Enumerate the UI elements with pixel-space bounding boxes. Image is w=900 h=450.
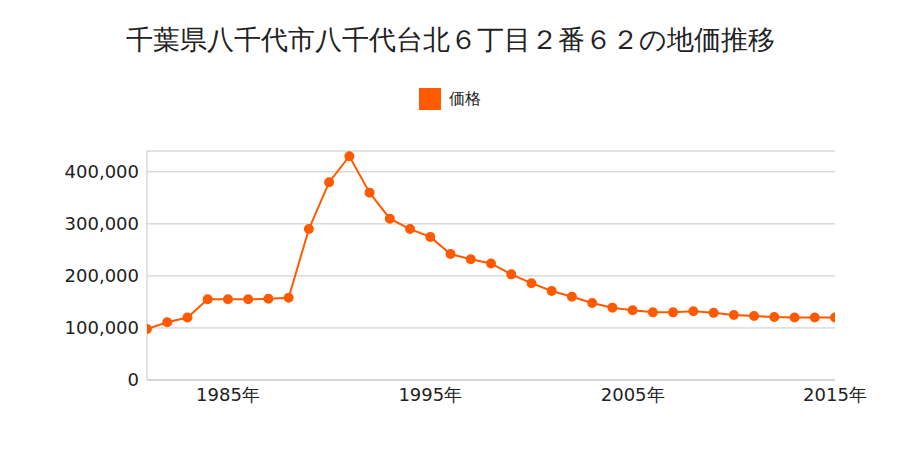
svg-text:300,000: 300,000 — [65, 213, 139, 234]
svg-text:100,000: 100,000 — [65, 317, 139, 338]
svg-text:200,000: 200,000 — [65, 265, 139, 286]
html-text:価格: 価格 — [449, 88, 481, 108]
html-text:千葉県八千代市八千代台北６丁目２番６２の地価推移: 千葉県八千代市八千代台北６丁目２番６２の地価推移 — [125, 24, 775, 55]
svg-text:1995年: 1995年 — [398, 384, 462, 405]
svg-text:2005年: 2005年 — [601, 384, 665, 405]
svg-text:2015年: 2015年 — [803, 384, 867, 405]
svg-text:400,000: 400,000 — [65, 161, 139, 182]
svg-text:0: 0 — [128, 369, 139, 390]
svg-text:1985年: 1985年 — [196, 384, 260, 405]
